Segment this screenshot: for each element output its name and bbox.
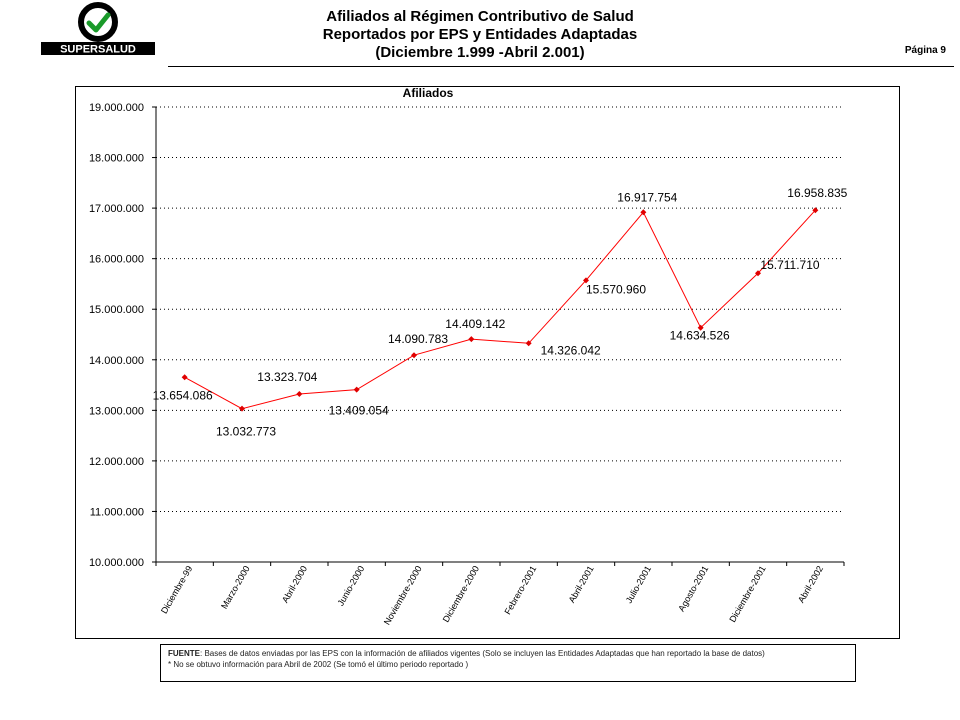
note-text: * No se obtuvo información para Abril de… [168,660,469,669]
data-label: 13.323.704 [257,370,317,384]
data-label: 15.711.710 [760,258,819,272]
y-tick-label: 11.000.000 [90,506,144,518]
y-tick-label: 17.000.000 [89,203,144,215]
data-point [525,340,532,347]
source-label: FUENTE [168,649,200,658]
title-line-1: Afiliados al Régimen Contributivo de Sal… [326,8,634,25]
data-label: 14.634.526 [670,329,730,343]
x-tick-label: Marzo-2000 [219,564,252,611]
data-label: 15.570.960 [586,282,646,296]
x-tick-label: Diciembre-99 [159,564,194,615]
y-tick-label: 10.000.000 [89,557,144,569]
data-label: 13.032.773 [216,425,276,439]
data-label: 14.409.142 [445,317,505,331]
data-point [583,277,589,284]
data-point [812,207,819,214]
data-label: 13.654.086 [153,388,213,402]
x-tick-label: Abril-2002 [796,564,825,605]
data-point [239,405,245,412]
x-tick-label: Junio-2000 [335,564,366,608]
data-point [411,352,417,359]
source-text: : Bases de datos enviadas por las EPS co… [200,649,765,658]
data-point [468,336,475,343]
y-tick-label: 16.000.000 [89,254,144,266]
x-tick-label: Diciembre-2000 [441,564,481,624]
data-label: 14.326.042 [541,343,601,357]
y-tick-label: 19.000.000 [89,102,144,114]
y-tick-label: 15.000.000 [89,304,144,316]
chart-frame: Afiliados 10.000.000 11.000.000 12.000.000 1… [75,86,900,639]
y-tick-label: 14.000.000 [89,355,144,367]
checkmark-icon [86,12,111,33]
y-tick-label: 18.000.000 [89,153,144,165]
data-point [697,324,704,331]
page-title: Afiliados al Régimen Contributivo de Sal… [230,8,730,62]
data-label: 16.958.835 [787,186,847,200]
source-footnote: FUENTE: Bases de datos enviadas por las … [160,644,856,682]
logo-ring-icon [78,2,118,42]
y-tick-label: 13.000.000 [89,405,144,417]
logo-text: SUPERSALUD [60,44,136,56]
supersalud-logo: SUPERSALUD [38,2,158,64]
data-point [181,374,188,381]
data-label: 16.917.754 [617,190,677,204]
data-point [640,209,647,216]
header-divider [168,66,954,67]
x-tick-label: Noviembre-2000 [382,564,424,627]
series-line [184,209,816,410]
x-tick-label: Julio-2001 [624,564,653,605]
data-label: 13.409.054 [329,404,389,418]
page-number: Página 9 [904,45,946,56]
data-label: 14.090.783 [388,332,448,346]
line-chart: Afiliados 10.000.000 11.000.000 12.000.000 1… [89,87,848,627]
data-point [296,390,303,397]
title-line-2: Reportados por EPS y Entidades Adaptadas [322,26,638,43]
title-line-3: (Diciembre 1.999 -Abril 2.001) [375,44,585,61]
x-tick-label: Abril-2000 [280,564,309,605]
logo-bar [41,42,155,55]
y-tick-label: 12.000.000 [89,456,144,468]
x-tick-label: Diciembre-2001 [727,564,767,624]
x-tick-label: Febrero-2001 [502,564,538,616]
x-tick-label: Agosto-2001 [676,564,710,613]
data-point [353,386,360,393]
data-point [755,270,761,277]
x-tick-label: Abril-2001 [567,564,596,605]
chart-title: Afiliados [403,87,454,100]
